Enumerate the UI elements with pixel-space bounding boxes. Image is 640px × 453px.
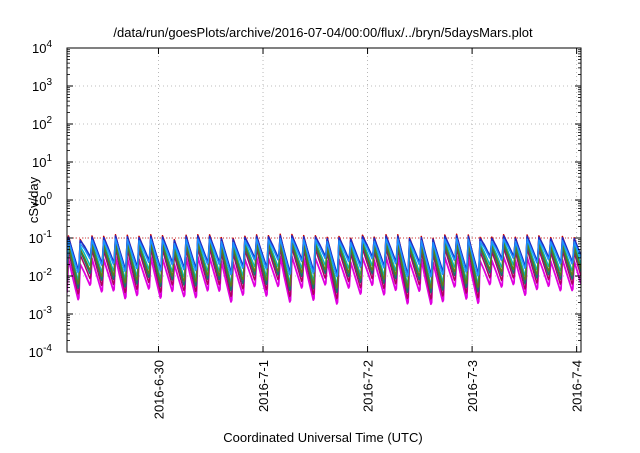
x-tick-label: 2016-6-30 [151, 360, 166, 419]
x-tick-label: 2016-7-4 [570, 360, 585, 412]
y-tick-exponent: -4 [43, 343, 52, 354]
y-tick-exponent: -1 [43, 229, 52, 240]
chart-title: /data/run/goesPlots/archive/2016-07-04/0… [113, 25, 533, 40]
series-line [67, 237, 581, 278]
y-tick-exponent: -3 [43, 305, 52, 316]
x-axis-ticks: 2016-6-30 2016-7-1 2016-7-2 2016-7-3 2016-7-… [151, 48, 585, 419]
y-tick-exponent: 2 [46, 115, 52, 126]
y-tick-exponent: 3 [46, 77, 52, 88]
y-tick-exponent: -2 [43, 267, 52, 278]
y-axis-label: cSv/day [26, 176, 41, 223]
x-tick-label: 2016-7-1 [256, 360, 271, 412]
y-tick-exponent: 0 [46, 191, 52, 202]
y-tick-exponent: 1 [46, 153, 52, 164]
series-group [67, 233, 581, 306]
x-tick-label: 2016-7-2 [361, 360, 376, 412]
y-tick-exponent: 4 [46, 39, 52, 50]
series-line [67, 241, 581, 289]
x-tick-label: 2016-7-3 [465, 360, 480, 412]
x-axis-label: Coordinated Universal Time (UTC) [223, 430, 422, 445]
